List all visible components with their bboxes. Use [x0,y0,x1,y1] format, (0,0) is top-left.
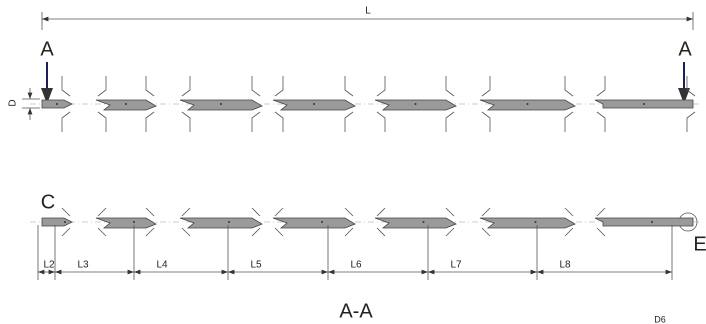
dimension-label: L5 [250,260,262,271]
hook [596,207,606,237]
hook [251,207,261,237]
dimension-label: L4 [156,260,168,271]
dimension-label: L6 [350,260,362,271]
part-center [414,103,417,105]
hook [274,207,284,237]
hook [481,76,491,132]
part-center [526,103,529,105]
diameter-label: D [8,99,19,106]
hook [274,76,284,132]
section-label: A [678,38,692,60]
part-center [228,221,230,223]
part-center [321,221,323,223]
dimension-label: L2 [43,260,55,271]
part-center [220,103,222,105]
part-center [651,221,653,223]
detail-label: D6 [654,314,666,324]
dimension-label: L8 [559,260,571,271]
hook [181,76,191,132]
part-body [374,217,457,229]
part-center [534,221,537,223]
part-center [64,221,66,223]
hook [61,207,71,237]
part-body [594,217,694,227]
dimension-label: L7 [450,260,462,271]
hook [445,76,455,132]
part-body [179,217,263,229]
hook [181,207,191,237]
hook [145,207,155,237]
part-center [313,103,315,105]
hook [376,76,386,132]
hook [376,207,386,237]
hook [61,76,71,132]
part-center [56,103,58,105]
part-body [272,217,356,229]
point-label: C [41,191,55,213]
hook [686,76,696,132]
dimension-label: L3 [77,260,89,271]
hook [97,207,107,237]
part-body [95,217,157,229]
hook [445,207,455,237]
hook [344,76,354,132]
hook [564,207,574,237]
part-center [643,103,645,105]
part-body [41,217,73,227]
point-label: E [693,233,706,255]
overall-length-label: L [365,6,371,17]
hook [596,76,606,132]
hook [481,207,491,237]
section-label: A [40,38,54,60]
part-center [422,221,425,223]
part-center [125,103,127,105]
hook [344,207,354,237]
hook [251,76,261,132]
hook [564,76,574,132]
part-center [133,221,135,223]
part-body [479,217,576,229]
hook [145,76,155,132]
section-title: A-A [339,300,373,322]
hook [97,76,107,132]
